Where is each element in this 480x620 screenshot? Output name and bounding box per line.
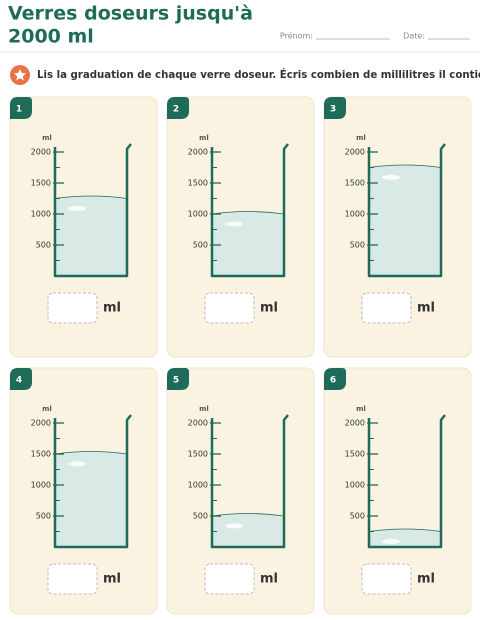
water bbox=[55, 451, 127, 547]
card-number: 2 bbox=[173, 105, 179, 115]
beaker bbox=[367, 143, 446, 278]
answer-unit: ml bbox=[260, 572, 278, 587]
tick-label: 500 bbox=[350, 241, 365, 250]
tick-label: 1000 bbox=[31, 210, 51, 219]
water-surface bbox=[368, 528, 442, 532]
answer-unit: ml bbox=[417, 301, 435, 316]
answer-box[interactable] bbox=[361, 292, 412, 324]
badge bbox=[167, 368, 189, 390]
name-label: Prénom: bbox=[280, 31, 313, 41]
water bbox=[212, 513, 284, 547]
water-surface bbox=[211, 513, 285, 517]
card: 3 ml 500 1000 1500 2000 ml bbox=[323, 96, 472, 358]
card-bg bbox=[166, 367, 315, 615]
answer-unit: ml bbox=[417, 572, 435, 587]
unit-label: ml bbox=[42, 405, 52, 413]
shine bbox=[382, 175, 400, 180]
badge bbox=[167, 97, 189, 119]
card-number: 6 bbox=[330, 376, 336, 386]
tick-label: 1500 bbox=[188, 179, 208, 188]
water-surface bbox=[211, 211, 285, 215]
tick-label: 2000 bbox=[345, 419, 365, 428]
date-label: Date: bbox=[403, 32, 425, 41]
answer-unit: ml bbox=[103, 301, 121, 316]
instruction: Lis la graduation de chaque verre doseur… bbox=[37, 68, 480, 81]
shine bbox=[68, 206, 86, 211]
unit-label: ml bbox=[199, 405, 209, 413]
beaker bbox=[367, 414, 446, 549]
card-number: 1 bbox=[16, 105, 22, 115]
tick-label: 500 bbox=[193, 241, 208, 250]
tick-label: 1000 bbox=[188, 481, 208, 490]
water bbox=[369, 529, 441, 547]
card: 2 ml 500 1000 1500 2000 ml bbox=[166, 96, 315, 358]
tick-label: 1500 bbox=[345, 450, 365, 459]
tick-label: 1000 bbox=[345, 210, 365, 219]
card: 6 ml 500 1000 1500 2000 ml bbox=[323, 367, 472, 615]
card-number: 5 bbox=[173, 376, 179, 386]
tick-label: 500 bbox=[193, 512, 208, 521]
water-surface bbox=[54, 451, 128, 455]
beaker bbox=[210, 143, 289, 278]
tick-label: 1500 bbox=[31, 179, 51, 188]
tick-label: 1500 bbox=[345, 179, 365, 188]
tick-label: 1000 bbox=[188, 210, 208, 219]
beaker bbox=[210, 414, 289, 549]
unit-label: ml bbox=[42, 134, 52, 142]
card-bg bbox=[323, 367, 472, 615]
card-number: 4 bbox=[16, 376, 22, 386]
answer-box[interactable] bbox=[204, 563, 255, 595]
tick-label: 1500 bbox=[31, 450, 51, 459]
card: 1 ml 500 1000 1500 2000 ml bbox=[9, 96, 158, 358]
tick-label: 2000 bbox=[31, 419, 51, 428]
star bbox=[14, 69, 26, 81]
shine bbox=[68, 461, 86, 467]
tick-label: 500 bbox=[36, 241, 51, 250]
card: 4 ml 500 1000 1500 2000 ml bbox=[9, 367, 158, 615]
tick-label: 2000 bbox=[345, 148, 365, 157]
water bbox=[55, 196, 127, 276]
tick-label: 1500 bbox=[188, 450, 208, 459]
answer-box[interactable] bbox=[47, 563, 98, 595]
badge bbox=[324, 97, 346, 119]
tick-label: 2000 bbox=[188, 419, 208, 428]
card: 5 ml 500 1000 1500 2000 ml bbox=[166, 367, 315, 615]
cards: 1 ml 500 1000 1500 2000 ml 2 ml 500 1000 1500 2000 ml… bbox=[9, 96, 472, 615]
tick-label: 500 bbox=[36, 512, 51, 521]
badge bbox=[324, 368, 346, 390]
answer-unit: ml bbox=[260, 301, 278, 316]
badge bbox=[10, 368, 32, 390]
answer-box[interactable] bbox=[47, 292, 98, 324]
beaker bbox=[53, 143, 132, 278]
tick-label: 1000 bbox=[345, 481, 365, 490]
tick-label: 1000 bbox=[31, 481, 51, 490]
card-number: 3 bbox=[330, 105, 336, 115]
tick-label: 500 bbox=[350, 512, 365, 521]
water-surface bbox=[368, 164, 442, 168]
unit-label: ml bbox=[199, 134, 209, 142]
water bbox=[212, 211, 284, 276]
water-surface bbox=[54, 195, 128, 199]
beaker bbox=[53, 414, 132, 549]
answer-unit: ml bbox=[103, 572, 121, 587]
title: Verres doseurs jusqu'à bbox=[8, 3, 253, 25]
shine bbox=[225, 523, 243, 529]
water bbox=[369, 165, 441, 276]
unit-label: ml bbox=[356, 134, 366, 142]
badge bbox=[10, 97, 32, 119]
shine bbox=[382, 539, 400, 544]
tick-label: 2000 bbox=[31, 148, 51, 157]
title: 2000 ml bbox=[8, 26, 94, 48]
tick-label: 2000 bbox=[188, 148, 208, 157]
shine bbox=[225, 221, 243, 227]
answer-box[interactable] bbox=[204, 292, 255, 324]
answer-box[interactable] bbox=[361, 563, 412, 595]
unit-label: ml bbox=[356, 405, 366, 413]
